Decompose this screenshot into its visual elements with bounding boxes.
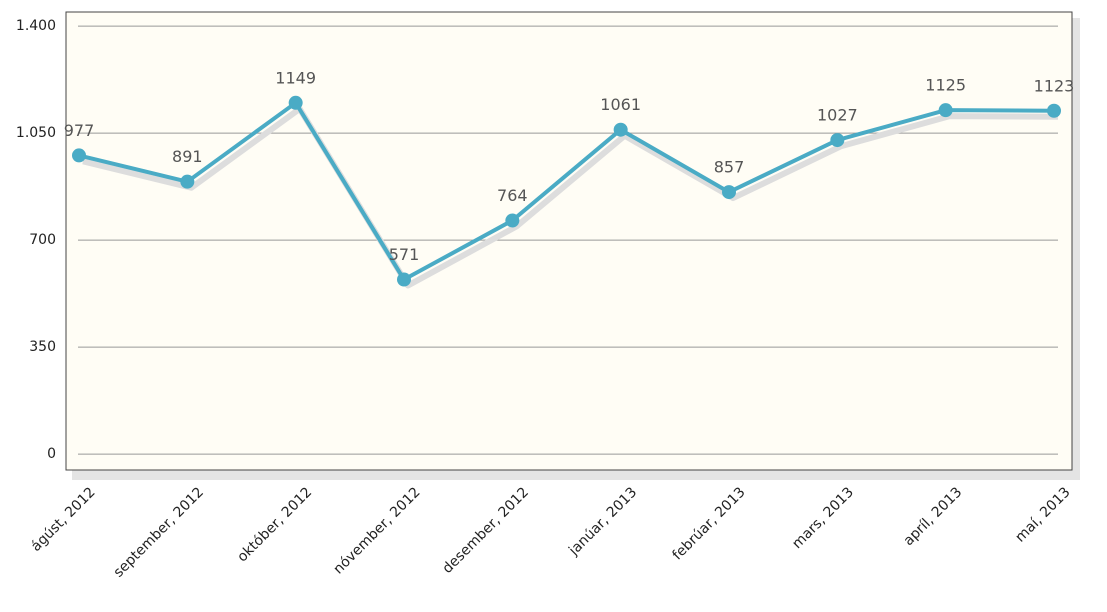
x-tick-label: nóvember, 2012 (330, 484, 423, 577)
data-label: 1149 (275, 68, 316, 87)
x-tick-label: ágúst, 2012 (28, 484, 98, 554)
x-tick-label: maí, 2013 (1012, 484, 1073, 545)
x-tick-label: febrúar, 2013 (670, 484, 749, 563)
plot-area (65, 11, 1073, 471)
data-label: 857 (714, 158, 745, 177)
x-tick-label: janúar, 2013 (565, 484, 640, 559)
y-tick-label: 700 (29, 232, 56, 248)
x-tick-label: desember, 2012 (439, 484, 532, 577)
data-point (830, 133, 845, 148)
data-point (1047, 103, 1061, 118)
x-tick-label: október, 2012 (234, 484, 315, 565)
series-line (78, 100, 1055, 282)
y-tick-label: 1.050 (16, 125, 56, 141)
data-label: 571 (389, 245, 420, 264)
data-point (180, 174, 195, 189)
data-label: 891 (172, 147, 203, 166)
data-label: 1125 (925, 76, 966, 95)
data-point (505, 213, 520, 228)
data-label: 1027 (817, 106, 858, 125)
data-point (288, 95, 303, 110)
data-label: 764 (497, 186, 528, 205)
x-tick-label: apríl, 2013 (901, 484, 966, 549)
data-label: 1061 (600, 95, 641, 114)
line-shadow (82, 105, 1059, 289)
x-tick-label: mars, 2013 (789, 484, 857, 552)
data-point (938, 103, 953, 118)
data-point (397, 272, 411, 287)
y-tick-label: 0 (47, 446, 56, 462)
data-point (722, 185, 736, 200)
data-point (72, 148, 86, 163)
x-tick-label: september, 2012 (111, 484, 207, 580)
y-tick-label: 350 (29, 339, 56, 355)
data-label: 977 (64, 121, 95, 140)
y-tick-label: 1.400 (16, 18, 56, 34)
data-point (613, 122, 628, 137)
data-label: 1123 (1034, 76, 1075, 95)
